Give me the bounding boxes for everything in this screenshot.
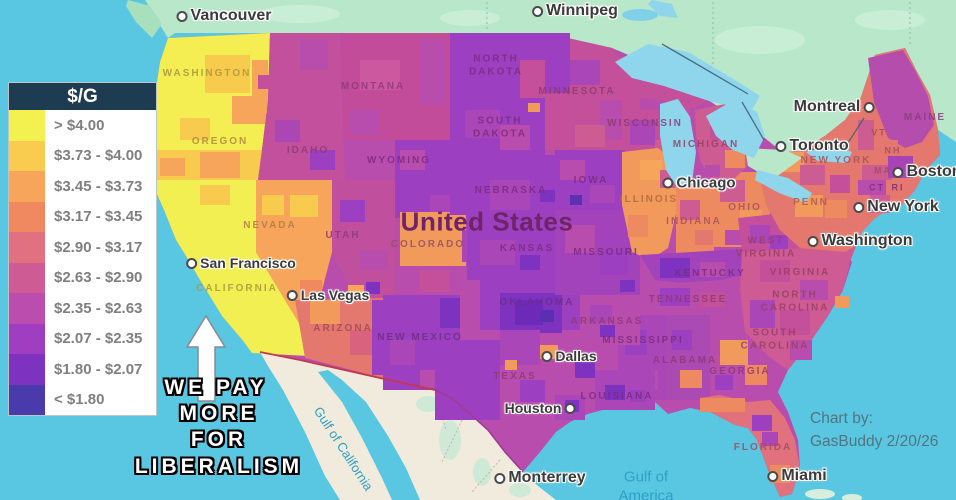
legend-row: < $1.80 bbox=[9, 384, 156, 415]
legend-row: $3.45 - $3.73 bbox=[9, 171, 156, 202]
legend-row: $2.07 - $2.35 bbox=[9, 323, 156, 354]
legend-row: $2.63 - $2.90 bbox=[9, 262, 156, 293]
legend-color-swatch bbox=[9, 323, 45, 354]
legend-color-swatch bbox=[9, 110, 45, 141]
legend-row: $2.90 - $3.17 bbox=[9, 232, 156, 263]
price-legend: $/G > $4.00 $3.73 - $4.00 $3.45 - $3.73 … bbox=[8, 82, 157, 416]
legend-color-swatch bbox=[9, 354, 45, 385]
legend-color-swatch bbox=[9, 384, 45, 415]
country-label: United States bbox=[400, 206, 574, 237]
legend-range-label: $3.73 - $4.00 bbox=[54, 147, 143, 165]
legend-color-swatch bbox=[9, 262, 45, 293]
legend-title: $/G bbox=[9, 83, 156, 110]
legend-color-swatch bbox=[9, 171, 45, 202]
up-arrow-icon bbox=[185, 314, 227, 402]
credit-line-1: Chart by: bbox=[810, 410, 873, 427]
legend-row: > $4.00 bbox=[9, 110, 156, 141]
legend-range-label: $2.63 - $2.90 bbox=[54, 269, 143, 287]
legend-range-label: $2.35 - $2.63 bbox=[54, 299, 143, 317]
legend-range-label: $3.45 - $3.73 bbox=[54, 177, 143, 195]
legend-range-label: $2.90 - $3.17 bbox=[54, 238, 143, 256]
legend-range-label: $1.80 - $2.07 bbox=[54, 360, 143, 378]
border-lines bbox=[661, 43, 865, 151]
legend-color-swatch bbox=[9, 201, 45, 232]
rio-grande-border bbox=[434, 389, 524, 473]
legend-row: $1.80 - $2.07 bbox=[9, 354, 156, 385]
legend-row: $3.17 - $3.45 bbox=[9, 201, 156, 232]
legend-range-label: $2.07 - $2.35 bbox=[54, 330, 143, 348]
legend-rows: > $4.00 $3.73 - $4.00 $3.45 - $3.73 $3.1… bbox=[9, 110, 156, 415]
legend-row: $2.35 - $2.63 bbox=[9, 293, 156, 324]
legend-range-label: > $4.00 bbox=[54, 116, 105, 134]
legend-range-label: $3.17 - $3.45 bbox=[54, 208, 143, 226]
legend-range-label: < $1.80 bbox=[54, 391, 105, 409]
us-mexico-border bbox=[259, 351, 436, 391]
credit-line-2: GasBuddy 2/20/26 bbox=[810, 433, 939, 450]
legend-color-swatch bbox=[9, 232, 45, 263]
legend-color-swatch bbox=[9, 293, 45, 324]
legend-row: $3.73 - $4.00 bbox=[9, 140, 156, 171]
mexico-landmass bbox=[260, 352, 862, 500]
legend-color-swatch bbox=[9, 140, 45, 171]
